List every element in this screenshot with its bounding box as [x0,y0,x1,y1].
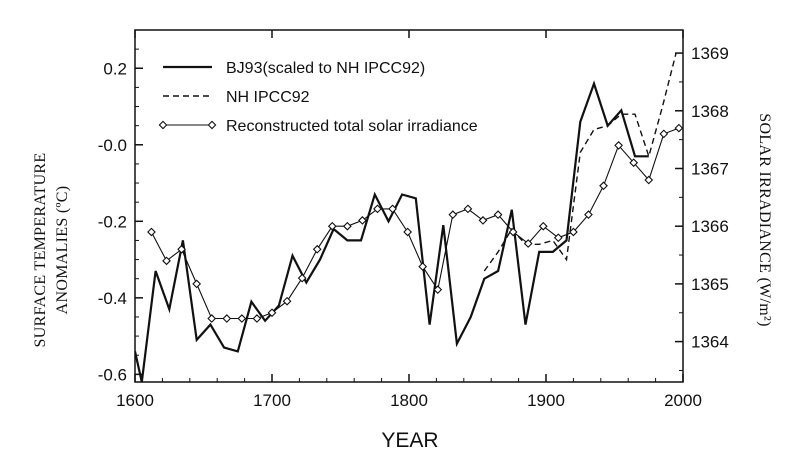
series-3-point [327,221,337,231]
series-3-point [177,244,186,254]
right-y-tick-label: 1367 [691,159,729,178]
series-3-point [418,262,428,271]
series-3-point [162,256,171,266]
series-3-point [599,181,608,191]
right-y-tick-label: 1365 [691,275,729,294]
left-y-tick-label: -0.0 [98,136,127,155]
series-3-point [493,210,503,220]
x-axis-title: YEAR [381,429,438,452]
plot-border [134,29,684,383]
series-3-point [267,308,277,318]
right-y-tick-label: 1364 [691,333,729,352]
series-3-point [342,221,352,231]
left-y-axis-title: SURFACE TEMPERATURE ANOMALIES (ºC) [32,153,71,348]
left-y-axis-title-line-2: ANOMALIES (ºC) [54,186,71,315]
series-3-point [192,279,202,289]
series-3-point [463,204,473,214]
series-3-point [478,216,488,225]
series-3-point [252,314,262,323]
series-line-1 [135,80,649,382]
left-y-axis: 0.2 -0.0 -0.2 -0.4 -0.6 [98,29,143,384]
legend: BJ93(scaled to NH IPCC92) NH IPCC92 Recons… [158,60,478,135]
series-3-point [508,227,518,237]
legend-diamond-marker [158,120,168,130]
series-3-point [222,314,232,323]
legend-label-2: NH IPCC92 [226,89,310,106]
legend-label-1: BJ93(scaled to NH IPCC92) [226,60,425,77]
x-tick-label: 2000 [664,391,702,410]
x-axis: 1600 1700 1800 1900 2000 [116,30,702,410]
legend-diamond-marker [207,120,217,130]
right-y-tick-label: 1368 [691,102,729,121]
series-3-point [237,314,247,323]
right-y-axis-title: SOLAR IRRADIANCE (W/m²) [756,113,773,326]
plot-frame [134,29,684,383]
left-y-tick-label: -0.4 [98,289,127,308]
x-tick-label: 1700 [253,391,291,410]
series-3-point [644,175,654,185]
right-y-axis-title-text: SOLAR IRRADIANCE (W/m²) [756,113,773,326]
right-y-axis: 1364 1365 1366 1367 1368 1369 [675,44,729,371]
series-3-point [147,227,156,237]
series-3-point [569,227,578,237]
series-3-point [523,239,533,248]
series-3-point [433,285,443,295]
series-3-point [659,129,669,139]
series-3-point [312,244,322,254]
series-3-point [297,273,307,283]
left-y-tick-label: -0.2 [98,212,127,231]
left-y-tick-label: -0.6 [98,365,127,384]
series-3-point [614,141,623,150]
legend-label-3: Reconstructed total solar irradiance [226,118,478,135]
series-3-point [282,296,292,306]
left-y-tick-label: 0.2 [103,59,127,78]
series-line-2 [483,52,677,272]
series-3-point [207,314,217,323]
x-tick-label: 1600 [116,391,154,410]
series-3-point [629,158,639,168]
series-3-point [388,204,397,214]
series-3-point [358,216,367,225]
x-tick-label: 1900 [527,391,565,410]
series-3-point [538,221,548,231]
x-tick-label: 1800 [390,391,428,410]
series-line-3 [150,127,680,320]
series-3-point [553,233,563,243]
left-y-axis-title-line-1: SURFACE TEMPERATURE [32,153,49,348]
series-layer [135,52,683,382]
series-3-point [373,204,382,214]
series-3-point [448,210,458,220]
series-3-point [674,123,683,133]
right-y-tick-label: 1369 [691,44,729,63]
right-y-tick-label: 1366 [691,217,729,236]
series-3-point [403,227,413,237]
series-3-point [584,210,593,220]
